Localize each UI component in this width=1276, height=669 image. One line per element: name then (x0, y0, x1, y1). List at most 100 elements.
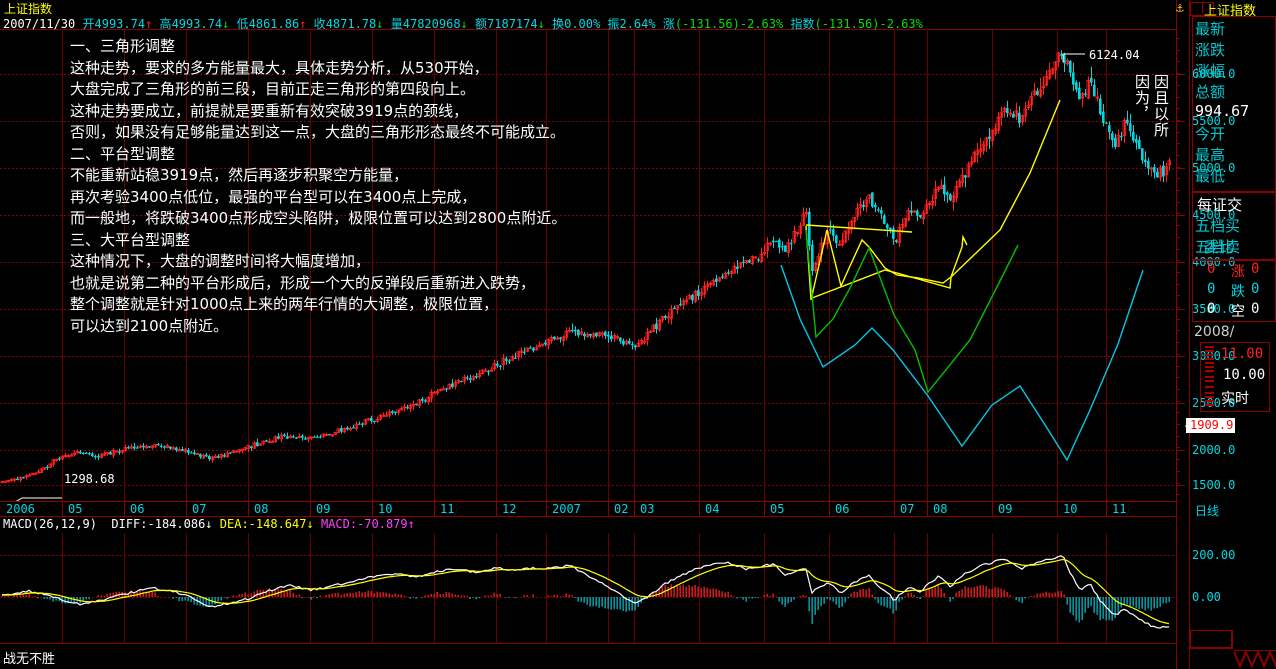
quote-label-7: 振 (607, 17, 620, 31)
candlestick-series (0, 50, 1172, 484)
date-separator (546, 502, 547, 517)
date-tick-03: 03 (640, 502, 655, 516)
sidebar-weibi-label: 委比 (1204, 238, 1235, 256)
sidebar-mini-value-2: 实时 (1221, 391, 1249, 407)
month-separators (62, 30, 1107, 501)
sidebar-quote-row-6: 最高 (1193, 143, 1275, 164)
sidebar-title: 上证指数 (1204, 4, 1257, 19)
price-tick-1500.0: 1500.0 (1192, 478, 1236, 492)
price-chart-svg (0, 30, 1176, 501)
date-separator (186, 502, 187, 517)
macd-dea-label: DEA: (219, 517, 249, 531)
sidebar-order-right-2: 0 (1251, 301, 1260, 317)
overlay-triangle-lower-yellow (811, 269, 952, 299)
sidebar-quote-label-1: 涨跌 (1195, 41, 1226, 59)
quote-value-0: 4993.74 (94, 17, 146, 31)
quote-value-3: 4871.78 (325, 17, 377, 31)
quote-label-8: 涨 (662, 17, 675, 31)
quote-value-7: 2.64% (619, 17, 656, 31)
quote-arrow-0: ↑ (145, 17, 153, 31)
sidebar-quote-value-4: 994.67 (1195, 102, 1250, 120)
macd-macd-value: -70.879 (357, 517, 408, 531)
date-tick-2006: 2006 (6, 502, 35, 516)
macd-svg (0, 533, 1176, 643)
sidebar-quote-row-5: 今开 (1193, 122, 1275, 143)
macd-dea-line (2, 558, 1170, 625)
price-chart-panel[interactable]: 一、三角形调整 这种走势，要求的多方能量最大，具体走势分析，从530开始， 大盘… (0, 30, 1176, 502)
overlay-platform-green (805, 229, 1019, 394)
quote-value-2: 4861.86 (248, 17, 300, 31)
window-restore-icon[interactable] (1190, 2, 1214, 16)
date-tick-09: 09 (998, 502, 1013, 516)
macd-indicator-name: MACD(26,12,9) (3, 517, 97, 531)
quote-fields: 2007/11/30 开4993.74↑ 高4993.74↓ 低4861.86↑… (3, 15, 930, 32)
price-axis-labels: 6000.05500.05000.04500.04000.03500.03000… (1192, 30, 1240, 502)
date-separator (496, 502, 497, 517)
date-separator (248, 502, 249, 517)
analysis-annotation-text: 一、三角形调整 这种走势，要求的多方能量最大，具体走势分析，从530开始， 大盘… (70, 37, 567, 335)
price-tick-2500.0: 2500.0 (1192, 396, 1236, 410)
overlay-triangle-top-yellow (805, 224, 913, 233)
sidebar-order-label-2: 空 (1231, 304, 1245, 320)
date-separator (992, 502, 993, 517)
date-tick-05: 05 (770, 502, 785, 516)
date-tick-11: 11 (440, 502, 455, 516)
quote-value-9: (-131.56)-2.63% (814, 17, 923, 31)
date-separator (634, 502, 635, 517)
date-separator (894, 502, 895, 517)
date-tick-08: 08 (254, 502, 269, 516)
gridlines (0, 74, 1176, 486)
sidebar-quote-label-6: 最高 (1195, 146, 1226, 164)
quote-label-0: 开 (82, 17, 95, 31)
sidebar-order-right-0: 0 (1251, 261, 1260, 277)
macd-macd-label: MACD: (320, 517, 358, 531)
current-price-tag: 1909.9 (1184, 418, 1236, 433)
overlay-rally-yellow (950, 99, 1061, 278)
date-tick-10: 10 (378, 502, 393, 516)
sidebar-header: ⚓ 上证指数 (1176, 0, 1276, 19)
sidebar-weibi-row: 委比 (1192, 236, 1276, 260)
macd-tick-0.00: 0.00 (1192, 590, 1221, 604)
sidebar-quote-box: 最新 涨跌 涨幅 总额 994.67 今开 最高 最低 (1192, 16, 1276, 192)
quote-value-4: 47820968 (402, 17, 461, 31)
price-tick-4000.0: 4000.0 (1192, 255, 1236, 269)
price-tick-6000.0: 6000.0 (1192, 67, 1236, 81)
sidebar-section2-row-1[interactable]: 五档卖 (1195, 238, 1241, 256)
price-axis-svg (1176, 30, 1190, 502)
sidebar-quote-row-3: 总额 (1193, 80, 1275, 101)
quote-label-3: 收 (313, 17, 326, 31)
sidebar-section2-row-0[interactable]: 五档买 (1195, 217, 1241, 235)
date-separator (1106, 502, 1107, 517)
kline-period-label[interactable]: 日线 (1195, 504, 1220, 518)
overlay-triangle-yellow (805, 225, 968, 301)
sidebar-quote-row-1: 涨跌 (1193, 38, 1275, 59)
overlay-big-platform-cyan (780, 264, 1144, 462)
date-tick-07: 07 (900, 502, 915, 516)
macd-panel[interactable] (0, 533, 1176, 643)
sidebar-date-label: 2008/ (1194, 324, 1235, 340)
macd-dea-value: -148.647 (248, 517, 307, 531)
quote-arrow-2: ↑ (299, 17, 307, 31)
date-separator (699, 502, 700, 517)
date-separator (310, 502, 311, 517)
macd-axis-labels: 200.00 0.00 (1192, 533, 1252, 643)
macd-readout: MACD(26,12,9) DIFF:-184.086↓ DEA:-148.64… (3, 517, 415, 531)
quote-label-1: 高 (159, 17, 172, 31)
sidebar-mini-panel[interactable]: 11.00 10.00 实时 (1200, 342, 1270, 412)
anchor-icon[interactable]: ⚓ (1176, 1, 1184, 16)
chart-right-border (1176, 0, 1177, 669)
macd-tick-200.00: 200.00 (1192, 548, 1236, 562)
date-tick-09: 09 (316, 502, 331, 516)
date-tick-05: 05 (68, 502, 83, 516)
quote-arrow-1: ↓ (222, 17, 230, 31)
quote-label-9: 指数 (790, 17, 815, 31)
macd-diff-value: -184.086 (147, 517, 206, 531)
sidebar-order-label-0: 涨 (1231, 264, 1245, 280)
date-tick-06: 06 (835, 502, 850, 516)
status-footer: 战无不胜 (0, 643, 1176, 669)
macd-dea-arrow: ↓ (306, 517, 314, 531)
